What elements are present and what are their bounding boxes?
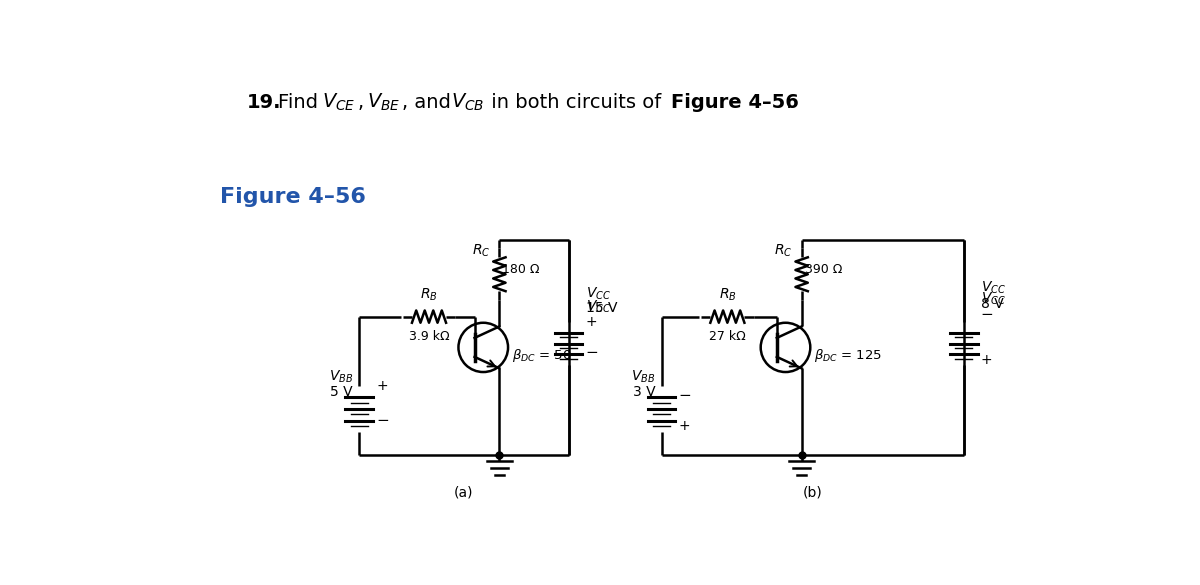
Text: Figure 4–56: Figure 4–56 <box>220 187 366 207</box>
Text: $\beta_{DC}$ = 50: $\beta_{DC}$ = 50 <box>512 346 572 364</box>
Text: $R_B$: $R_B$ <box>719 286 737 303</box>
Text: Find: Find <box>278 93 324 112</box>
Text: in both circuits of: in both circuits of <box>485 93 667 112</box>
Text: 19.: 19. <box>247 93 281 112</box>
Text: 8 V: 8 V <box>980 297 1003 311</box>
Text: 180 Ω: 180 Ω <box>503 263 540 277</box>
Text: +: + <box>586 315 598 329</box>
Text: 390 Ω: 390 Ω <box>805 263 842 277</box>
Text: +: + <box>980 353 992 367</box>
Text: Figure 4–56: Figure 4–56 <box>671 93 799 112</box>
Text: +: + <box>377 379 388 393</box>
Text: (a): (a) <box>454 486 474 500</box>
Text: $R_C$: $R_C$ <box>774 243 792 259</box>
Text: ,: , <box>358 93 364 112</box>
Text: $V_{CC}$: $V_{CC}$ <box>586 298 611 315</box>
Text: $V_{CC}$: $V_{CC}$ <box>586 285 611 302</box>
Text: $V_{CC}$: $V_{CC}$ <box>980 291 1006 307</box>
Text: 3 V: 3 V <box>632 385 655 399</box>
Text: $V_{BB}$: $V_{BB}$ <box>329 369 353 385</box>
Text: $V_{CC}$: $V_{CC}$ <box>980 280 1006 297</box>
Text: .: . <box>786 93 792 112</box>
Text: 15 V: 15 V <box>586 301 617 315</box>
Text: 27 kΩ: 27 kΩ <box>709 331 745 343</box>
Text: $V_{CB}$: $V_{CB}$ <box>451 92 484 113</box>
Text: −: − <box>980 307 994 322</box>
Text: $V_{BB}$: $V_{BB}$ <box>631 369 655 385</box>
Text: −: − <box>586 345 599 360</box>
Text: $\beta_{DC}$ = 125: $\beta_{DC}$ = 125 <box>814 346 882 364</box>
Text: 3.9 kΩ: 3.9 kΩ <box>409 331 449 343</box>
Text: $R_C$: $R_C$ <box>472 243 490 259</box>
Text: +: + <box>678 419 690 433</box>
Text: , and: , and <box>402 93 451 112</box>
Text: 5 V: 5 V <box>330 385 353 399</box>
Text: (b): (b) <box>803 486 822 500</box>
Text: $V_{BE}$: $V_{BE}$ <box>367 92 401 113</box>
Text: $R_B$: $R_B$ <box>420 286 438 303</box>
Text: −: − <box>678 388 691 402</box>
Text: $V_{CE}$: $V_{CE}$ <box>322 92 355 113</box>
Text: −: − <box>377 413 389 428</box>
